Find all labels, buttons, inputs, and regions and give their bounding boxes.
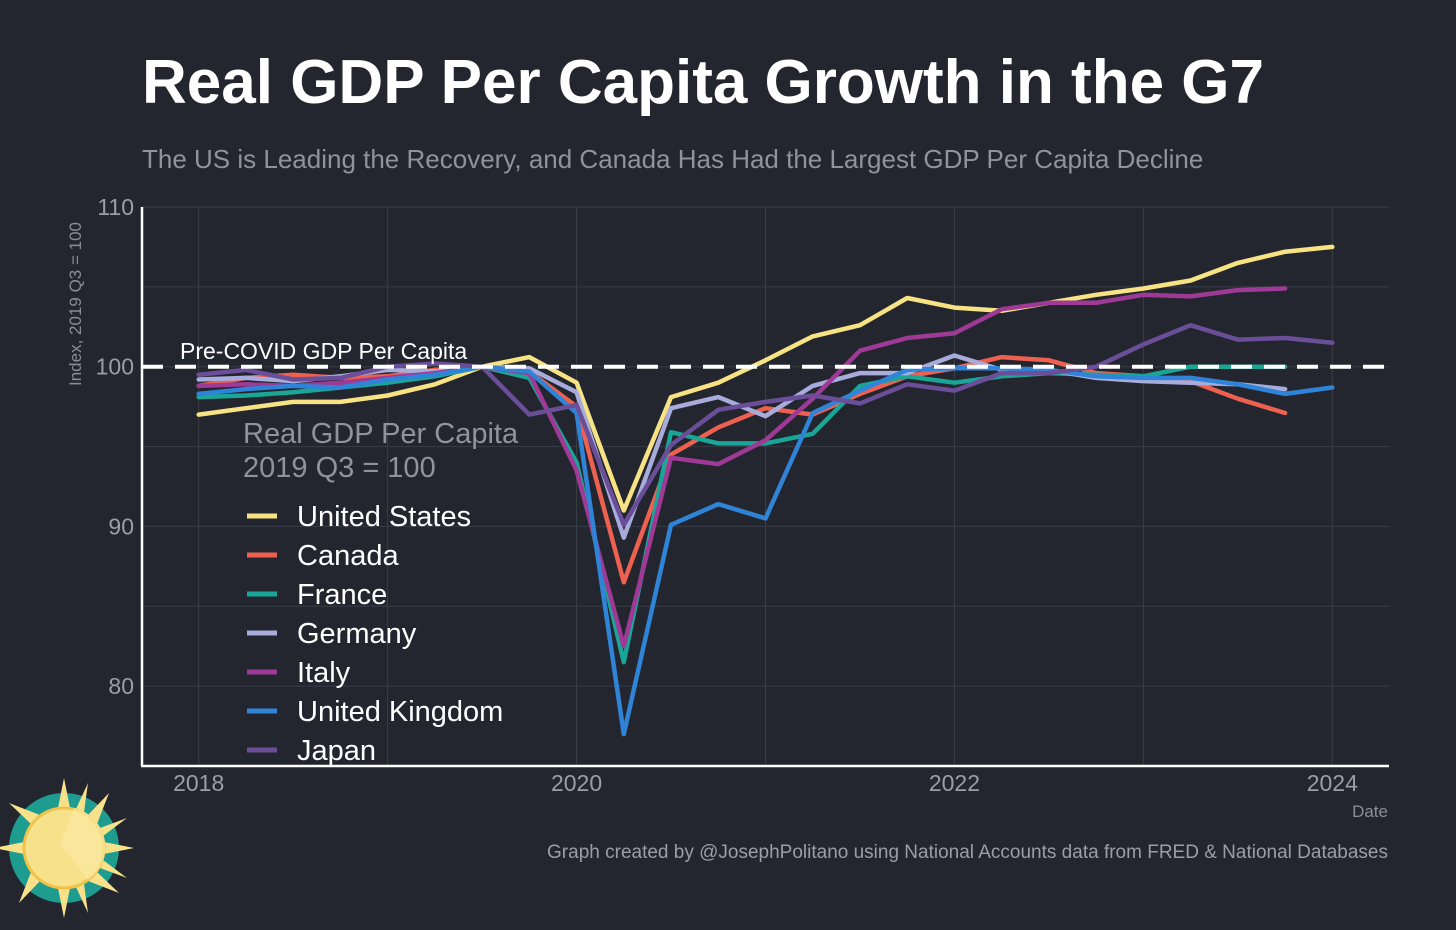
- legend-subtitle: 2019 Q3 = 100: [243, 452, 436, 484]
- x-tick-label: 2022: [929, 770, 980, 796]
- x-tick-label: 2018: [173, 770, 224, 796]
- legend-label-france: France: [297, 579, 387, 611]
- x-tick-label: 2024: [1307, 770, 1358, 796]
- legend-label-japan: Japan: [297, 735, 376, 767]
- y-tick-label: 100: [96, 354, 134, 380]
- y-tick-label: 80: [108, 673, 134, 699]
- sun-highlight: [60, 808, 106, 880]
- sun-rays-icon: [0, 778, 134, 918]
- series-line-united-states: [196, 244, 1335, 513]
- axes: [140, 207, 1389, 768]
- legend-title: Real GDP Per Capita: [243, 418, 519, 450]
- y-axis-label: Index, 2019 Q3 = 100: [66, 222, 85, 386]
- x-axis-label: Date: [1352, 802, 1388, 821]
- legend-label-germany: Germany: [297, 618, 417, 650]
- legend-label-canada: Canada: [297, 540, 399, 572]
- source-credit: Graph created by @JosephPolitano using N…: [547, 842, 1388, 863]
- legend: Real GDP Per Capita 2019 Q3 = 100 United…: [243, 418, 519, 767]
- y-tick-label: 90: [108, 513, 134, 539]
- reference-line-label: Pre-COVID GDP Per Capita: [180, 338, 467, 364]
- legend-label-united-kingdom: United Kingdom: [297, 696, 503, 728]
- series-line-united-kingdom: [196, 364, 1335, 737]
- legend-label-united-states: United States: [297, 501, 471, 533]
- x-tick-label: 2020: [551, 770, 602, 796]
- tick-labels: 80 90 100 110 2018 2020 2022 2024: [96, 194, 1358, 796]
- chart-title: Real GDP Per Capita Growth in the G7: [142, 48, 1264, 117]
- y-tick-label: 110: [97, 194, 134, 220]
- chart-subtitle: The US is Leading the Recovery, and Cana…: [142, 144, 1204, 174]
- legend-items: United States Canada France Germany Italy Uni…: [247, 501, 503, 767]
- sun-logo: [0, 778, 134, 918]
- legend-label-italy: Italy: [297, 657, 351, 689]
